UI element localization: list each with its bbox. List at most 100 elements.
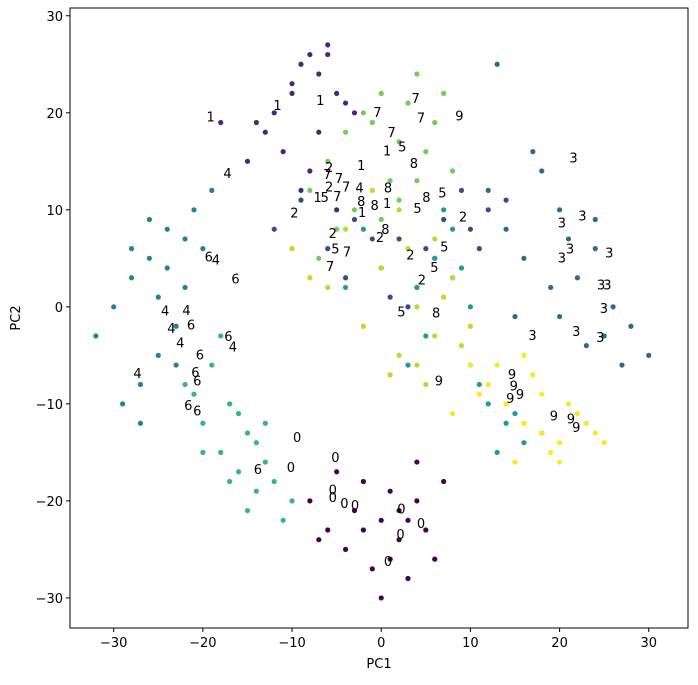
y-tick-label: 0	[55, 301, 63, 316]
point	[271, 478, 277, 485]
annotation: 9	[550, 410, 558, 425]
annotation: 8	[381, 223, 389, 238]
annotation: 5	[331, 243, 339, 258]
point	[244, 507, 251, 514]
point	[253, 488, 259, 494]
point	[307, 51, 313, 58]
point	[93, 333, 99, 339]
annotation: 6	[205, 250, 213, 265]
point	[592, 216, 598, 223]
annotation: 9	[508, 368, 516, 383]
annotation: 8	[371, 199, 379, 214]
annotation: 2	[325, 181, 333, 196]
point	[387, 372, 393, 378]
point	[539, 430, 545, 436]
point	[512, 410, 518, 417]
point	[396, 236, 402, 242]
annotation: 1	[357, 159, 365, 174]
point	[128, 275, 135, 281]
point	[325, 158, 331, 164]
point	[494, 61, 500, 67]
x-tick-label: 10	[462, 636, 479, 651]
x-tick-label: −30	[100, 636, 127, 651]
point	[342, 100, 349, 106]
point	[298, 197, 304, 203]
annotation: 4	[161, 305, 169, 320]
annotation: 9	[572, 421, 580, 436]
point	[405, 246, 411, 252]
point	[235, 410, 242, 417]
point	[485, 381, 491, 388]
point	[414, 304, 420, 310]
point	[316, 255, 322, 261]
point	[449, 410, 456, 417]
point	[396, 537, 402, 543]
point	[378, 265, 384, 271]
point	[325, 284, 331, 291]
annotation: 5	[398, 141, 406, 156]
point	[253, 119, 259, 126]
annotation: 4	[229, 341, 237, 356]
point	[316, 537, 322, 543]
annotation: 0	[329, 483, 337, 498]
point	[387, 556, 393, 562]
annotation: 0	[397, 503, 405, 518]
point	[378, 90, 384, 96]
point	[128, 246, 135, 252]
plot-frame	[69, 7, 689, 629]
x-tick-label: 20	[551, 636, 568, 651]
annotation: 1	[206, 111, 214, 126]
point	[369, 119, 375, 126]
point	[307, 498, 313, 504]
point	[449, 226, 456, 232]
point	[432, 255, 438, 261]
annotation: 3	[578, 210, 586, 225]
point	[227, 478, 233, 485]
annotation: 8	[357, 195, 365, 210]
annotation: 3	[596, 331, 604, 346]
point	[378, 216, 384, 223]
point	[539, 168, 545, 174]
point	[396, 507, 402, 514]
point	[360, 527, 366, 533]
y-tick-label: −30	[36, 592, 63, 607]
annotation: 7	[417, 112, 425, 127]
annotation: 2	[459, 211, 467, 226]
point	[369, 187, 375, 194]
annotation: 1	[273, 99, 281, 114]
point	[369, 566, 375, 572]
point	[423, 381, 429, 388]
point	[218, 449, 224, 455]
point	[307, 168, 313, 174]
point	[556, 459, 563, 465]
point	[592, 430, 598, 436]
point	[387, 488, 393, 494]
point	[360, 226, 366, 232]
annotation: 2	[290, 207, 298, 222]
point	[316, 71, 322, 77]
point	[405, 100, 411, 106]
point	[556, 313, 563, 320]
annotation: 0	[331, 451, 339, 466]
annotation: 4	[355, 181, 363, 196]
point	[396, 139, 402, 145]
point	[369, 236, 375, 242]
point	[556, 207, 563, 213]
annotation: 4	[212, 253, 220, 268]
point	[316, 129, 322, 135]
point	[334, 469, 340, 475]
annotation: 4	[133, 367, 141, 382]
point	[565, 401, 572, 407]
annotation: 7	[326, 260, 334, 275]
annotation: 6	[254, 463, 262, 478]
annotation: 3	[605, 247, 613, 262]
annotation: 5	[430, 261, 438, 276]
point	[414, 178, 420, 184]
point	[574, 275, 581, 281]
point	[458, 265, 465, 271]
point	[583, 420, 589, 426]
point	[476, 246, 482, 252]
point	[182, 284, 188, 291]
point	[583, 343, 589, 349]
